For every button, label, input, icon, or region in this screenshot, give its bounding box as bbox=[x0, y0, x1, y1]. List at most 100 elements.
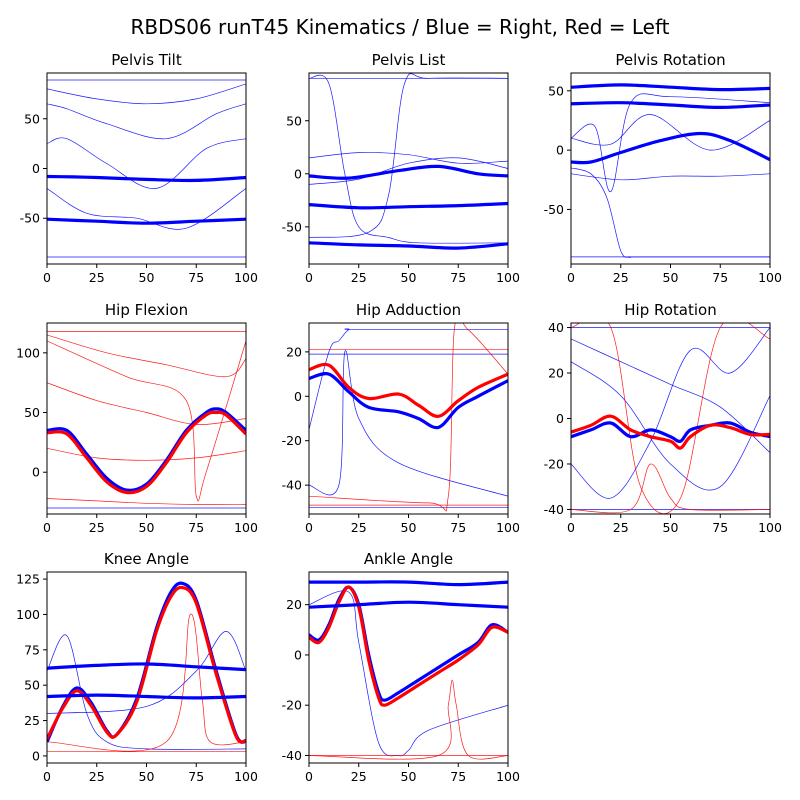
series-line-right-6 bbox=[571, 173, 770, 181]
y-tick-label: -40 bbox=[544, 502, 564, 517]
series-line-right-7 bbox=[571, 114, 770, 151]
y-tick-label: 100 bbox=[16, 607, 40, 622]
series-line-right-4 bbox=[309, 74, 508, 244]
y-tick-label: 0 bbox=[294, 647, 302, 662]
series-line-right-4 bbox=[47, 103, 246, 140]
x-tick-label: 0 bbox=[567, 520, 575, 535]
panel-knee-angle: Knee Angle 0 25 50 75 100 0 25 50 75 100 125 bbox=[16, 550, 258, 784]
y-tick-label: 50 bbox=[24, 405, 40, 420]
y-tick-label: 25 bbox=[24, 713, 40, 728]
panel-title-hip-flexion: Hip Flexion bbox=[105, 301, 188, 319]
y-tick-label: -50 bbox=[282, 219, 302, 234]
y-tick-label: 75 bbox=[24, 642, 40, 657]
y-tick-label: 50 bbox=[548, 83, 564, 98]
x-tick-label: 100 bbox=[758, 520, 782, 535]
series-line-right-4 bbox=[47, 634, 246, 750]
series-line-right-5 bbox=[47, 631, 246, 714]
series-group-ankle-angle bbox=[309, 580, 508, 760]
y-tick-label: 0 bbox=[32, 465, 40, 480]
x-tick-label: 100 bbox=[234, 270, 258, 285]
series-line-right-6 bbox=[309, 328, 508, 430]
x-tick-label: 25 bbox=[613, 270, 629, 285]
figure-title: RBDS06 runT45 Kinematics / Blue = Right,… bbox=[131, 15, 670, 39]
x-tick-label: 75 bbox=[188, 270, 204, 285]
series-line-right-3 bbox=[309, 600, 508, 609]
series-group-hip-rotation bbox=[571, 323, 770, 514]
x-tick-label: 0 bbox=[43, 520, 51, 535]
x-tick-label: 100 bbox=[758, 270, 782, 285]
x-tick-label: 0 bbox=[43, 270, 51, 285]
panel-pelvis-tilt: Pelvis Tilt 0 25 50 75 100 -50 0 50 bbox=[20, 51, 258, 285]
series-line-left-1 bbox=[47, 585, 246, 744]
series-line-right-4 bbox=[571, 167, 770, 258]
x-tick-label: 50 bbox=[139, 769, 155, 784]
y-tick-label: 50 bbox=[24, 678, 40, 693]
y-tick-label: 20 bbox=[286, 344, 302, 359]
x-tick-label: 75 bbox=[712, 270, 728, 285]
y-tick-label: 0 bbox=[32, 161, 40, 176]
series-line-left-5 bbox=[47, 382, 246, 425]
y-tick-label: 0 bbox=[32, 748, 40, 763]
x-tick-label: 0 bbox=[305, 270, 313, 285]
series-line-left-1 bbox=[47, 410, 246, 495]
series-line-right-6 bbox=[309, 152, 508, 164]
series-line-right-2 bbox=[571, 101, 770, 109]
x-tick-label: 0 bbox=[43, 769, 51, 784]
series-line-left-8 bbox=[47, 334, 246, 378]
series-group-hip-adduction bbox=[309, 323, 508, 512]
series-line-left-1 bbox=[309, 585, 508, 707]
x-tick-label: 75 bbox=[450, 270, 466, 285]
series-line-left-1 bbox=[309, 362, 508, 418]
series-line-left-7 bbox=[47, 340, 246, 502]
panel-pelvis-rotation: Pelvis Rotation 0 25 50 75 100 -50 0 50 bbox=[544, 51, 782, 285]
y-tick-label: 0 bbox=[556, 411, 564, 426]
x-tick-label: 75 bbox=[188, 769, 204, 784]
series-group-pelvis-rotation bbox=[571, 83, 770, 258]
x-tick-label: 0 bbox=[305, 769, 313, 784]
series-line-right-1 bbox=[309, 201, 508, 210]
series-line-right-2 bbox=[309, 580, 508, 587]
x-tick-label: 75 bbox=[450, 769, 466, 784]
y-tick-label: 20 bbox=[286, 597, 302, 612]
y-tick-label: 40 bbox=[548, 320, 564, 335]
panel-pelvis-list: Pelvis List 0 25 50 75 100 -50 0 50 bbox=[282, 51, 520, 285]
series-line-left-7 bbox=[47, 613, 246, 752]
x-tick-label: 50 bbox=[401, 520, 417, 535]
series-line-right-1 bbox=[47, 217, 246, 225]
series-line-left-4 bbox=[47, 447, 246, 461]
series-line-left-6 bbox=[309, 679, 508, 760]
series-line-right-5 bbox=[571, 93, 770, 192]
y-tick-label: -50 bbox=[544, 202, 564, 217]
x-tick-label: 25 bbox=[89, 520, 105, 535]
panel-hip-flexion: Hip Flexion 0 25 50 75 100 0 50 100 bbox=[16, 301, 258, 535]
panel-title-hip-rotation: Hip Rotation bbox=[624, 301, 716, 319]
x-tick-label: 100 bbox=[234, 520, 258, 535]
y-tick-label: -20 bbox=[282, 433, 302, 448]
panel-hip-rotation: Hip Rotation 0 25 50 75 100 -40 -20 0 20 40 bbox=[544, 301, 782, 535]
series-line-right-5 bbox=[571, 361, 770, 491]
x-tick-label: 50 bbox=[139, 520, 155, 535]
series-group-hip-flexion bbox=[47, 331, 246, 509]
y-tick-label: 50 bbox=[286, 113, 302, 128]
y-tick-label: -40 bbox=[282, 478, 302, 493]
series-line-left-7 bbox=[571, 323, 770, 514]
panel-title-knee-angle: Knee Angle bbox=[104, 550, 189, 568]
panel-ankle-angle: Ankle Angle 0 25 50 75 100 -40 -20 0 20 bbox=[282, 550, 520, 784]
series-line-right-2 bbox=[47, 662, 246, 672]
series-line-right-7 bbox=[309, 157, 508, 185]
series-line-right-0 bbox=[309, 164, 508, 180]
series-line-right-0 bbox=[47, 174, 246, 183]
x-tick-label: 75 bbox=[712, 520, 728, 535]
y-tick-label: -40 bbox=[282, 748, 302, 763]
y-tick-label: 100 bbox=[16, 345, 40, 360]
y-tick-label: -20 bbox=[544, 456, 564, 471]
panel-title-pelvis-tilt: Pelvis Tilt bbox=[111, 51, 182, 69]
y-tick-label: -20 bbox=[282, 698, 302, 713]
x-tick-label: 75 bbox=[188, 520, 204, 535]
series-line-right-6 bbox=[47, 188, 246, 230]
y-tick-label: 0 bbox=[294, 166, 302, 181]
panel-title-ankle-angle: Ankle Angle bbox=[364, 550, 453, 568]
series-line-right-7 bbox=[47, 83, 246, 105]
x-tick-label: 50 bbox=[139, 270, 155, 285]
